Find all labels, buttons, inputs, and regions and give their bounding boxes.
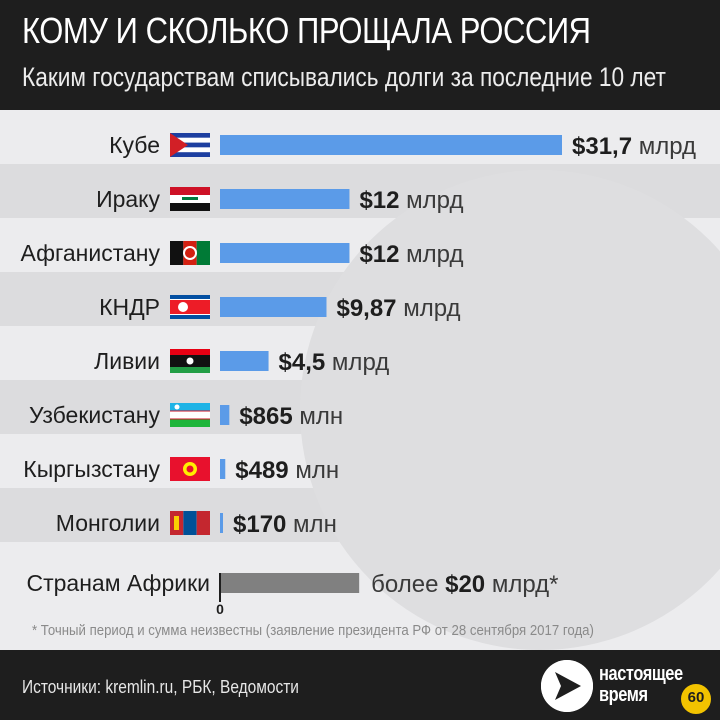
category-label: Кыргызстану (23, 456, 160, 482)
category-label: Кубе (109, 132, 160, 158)
zero-tick-label: 0 (216, 601, 224, 617)
bar (220, 189, 350, 209)
brand-line-1: настоящее (599, 663, 683, 685)
sources-text: Источники: kremlin.ru, РБК, Ведомости (22, 677, 299, 697)
brand-line-2: время (599, 684, 648, 706)
mongolia-flag (170, 511, 210, 535)
category-label: Ливии (94, 348, 160, 374)
footer: Источники: kremlin.ru, РБК, Ведомости на… (0, 650, 720, 720)
data-label: $12 млрд (359, 241, 463, 268)
bar (220, 135, 562, 155)
watermark-logo (300, 170, 720, 650)
bar (220, 297, 327, 317)
data-label: $865 млн (239, 403, 343, 430)
bar (220, 459, 226, 479)
age-badge-label: 60 (687, 689, 705, 706)
uzbekistan-flag (170, 403, 210, 427)
bar (220, 513, 223, 533)
data-label: $489 млн (235, 457, 339, 484)
category-label: Странам Африки (27, 570, 211, 596)
footnote: * Точный период и сумма неизвестны (заяв… (32, 622, 594, 639)
bar-chart: Кубе $31,7 млрд Ираку $12 млрд Афганистану $1… (20, 132, 696, 617)
category-label: Афганистану (20, 240, 160, 266)
page-title: КОМУ И СКОЛЬКО ПРОЩАЛА РОССИЯ (22, 10, 591, 51)
data-label: $4,5 млрд (279, 349, 390, 376)
kyrgyzstan-flag (170, 457, 210, 481)
bar (220, 351, 269, 371)
category-label: Узбекистану (29, 402, 160, 428)
bar (220, 243, 350, 263)
header: КОМУ И СКОЛЬКО ПРОЩАЛА РОССИЯ Каким госу… (0, 0, 720, 110)
age-badge-icon: 60 (679, 682, 713, 716)
afghanistan-flag (170, 241, 210, 265)
category-label: Монголии (56, 510, 160, 536)
page-subtitle: Каким государствам списывались долги за … (22, 62, 666, 92)
data-label: $12 млрд (359, 187, 463, 214)
category-label: КНДР (99, 294, 160, 320)
cuba-flag (170, 133, 210, 157)
libya-flag (170, 349, 210, 373)
bar (220, 573, 360, 593)
data-label: $31,7 млрд (572, 133, 696, 160)
north-korea-flag (170, 295, 210, 319)
iraq-flag (170, 187, 210, 211)
brand-logo: настоящее время (599, 664, 683, 706)
data-label: более $20 млрд* (371, 571, 558, 598)
bar (220, 405, 230, 425)
chart-area (0, 110, 720, 650)
data-label: $170 млн (233, 511, 337, 538)
data-label: $9,87 млрд (336, 295, 460, 322)
category-label: Ираку (96, 186, 160, 212)
play-logo-icon (541, 660, 593, 712)
